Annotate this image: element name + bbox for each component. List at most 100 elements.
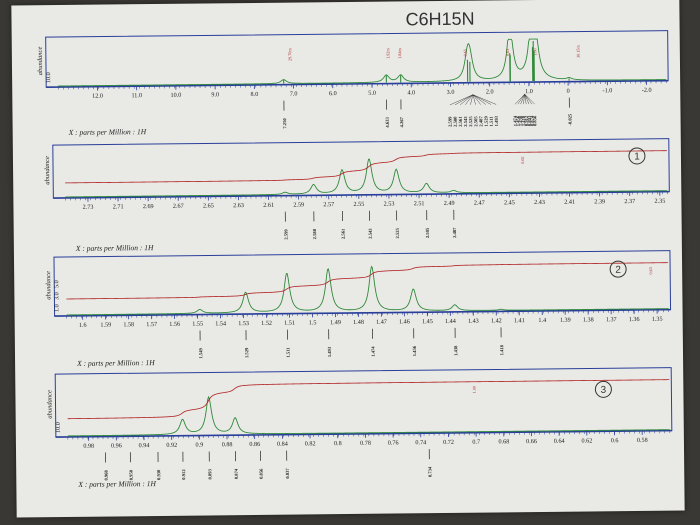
x-tick-label: -2.0	[642, 87, 652, 94]
peak-label: 0.837	[285, 468, 290, 479]
x-tick-label: 7.0	[290, 91, 298, 98]
peak-fan-line	[472, 94, 492, 105]
x-tick-label: 1.41	[514, 317, 525, 324]
peak-fan-line	[524, 94, 530, 105]
x-tick-label: 1.44	[445, 318, 456, 325]
x-tick-label: 1.49	[330, 319, 341, 326]
x-tick-label: 0.74	[415, 439, 426, 446]
peak-label: 2.487	[478, 116, 483, 127]
integral-curve	[66, 262, 669, 300]
x-tick-label: 2.41	[564, 199, 575, 206]
peak-label: 2.580	[453, 116, 458, 127]
x-tick-label: 2.63	[233, 202, 244, 209]
peak-fan-line	[524, 94, 532, 105]
peak-label: 4.633	[385, 117, 390, 128]
peak-label: 0.874	[234, 468, 239, 479]
peak-label: 0.930	[156, 469, 161, 480]
spectrum-panel-2: abundance 2.73 2.71 2.69 2.67 2.65 2.63 2.61 2.5…	[44, 138, 670, 253]
x-tick-label: 2.65	[203, 202, 214, 209]
x-tick-label: 2.51	[414, 200, 425, 207]
x-tick-label: 0.96	[111, 442, 122, 449]
x-tick-label: 0.78	[360, 440, 371, 447]
x-tick-label: 1.58	[123, 321, 134, 328]
peak-label: 0.912	[524, 115, 529, 126]
x-tick-label: 0.76	[388, 439, 399, 446]
y-axis-label: abundance	[46, 390, 53, 419]
x-tick-label: 3.0	[447, 89, 455, 96]
peak-fan-line	[517, 94, 525, 105]
peak-fan-line	[524, 94, 527, 105]
x-tick-label: 1.48	[353, 319, 364, 326]
x-tick-label: 10.0	[171, 92, 182, 99]
x-tick-label: 0.94	[139, 442, 150, 449]
peak-label: 1.493	[494, 115, 499, 126]
peak-label: 1.418	[521, 115, 526, 126]
x-tick-label: 1.55	[192, 321, 203, 328]
x-tick-label: 2.39	[594, 198, 605, 205]
peak-fan-line	[472, 94, 476, 105]
peak-fan-line	[520, 94, 525, 105]
peak-label: 2.561	[341, 228, 346, 239]
panel-marker-circle	[628, 147, 646, 165]
y-tick-label: 3.0	[53, 292, 60, 300]
x-tick-label: 1.42	[491, 317, 502, 324]
x-tick-label: 1.56	[169, 321, 180, 328]
x-tick-label: 4.0	[407, 89, 415, 96]
x-tick-label: 0.86	[249, 441, 260, 448]
x-tick-label: 0.8	[334, 440, 342, 447]
x-tick-label: 0.88	[222, 441, 233, 448]
peak-label: 1.511	[489, 116, 494, 127]
x-tick-label: 1.53	[238, 320, 249, 327]
x-tick-label: 2.71	[113, 203, 124, 210]
x-tick-label: 1.47	[376, 319, 387, 326]
peak-label: 1.474	[513, 115, 518, 126]
peak-label: 1.493	[327, 346, 332, 357]
x-tick-label: 1.51	[284, 320, 295, 327]
x-tick-label: 2.61	[263, 202, 274, 209]
x-tick-label: 9.0	[211, 91, 219, 98]
x-tick-label: 2.49	[444, 200, 455, 207]
x-tick-label: 2.57	[323, 201, 334, 208]
panel-marker-circle	[609, 260, 627, 278]
x-tick-label: 5.0	[368, 90, 376, 97]
y-axis-label: abundance	[44, 156, 51, 185]
peak-fan-line	[449, 94, 473, 106]
peak-fan-line	[523, 94, 525, 105]
x-tick-label: 2.55	[353, 201, 364, 208]
peak-fan-line	[470, 94, 474, 105]
x-tick-label: 1.5	[309, 319, 317, 326]
x-tick-label: 2.67	[173, 203, 184, 210]
spectrum-trace	[67, 395, 670, 437]
peak-label: 1.529	[244, 347, 249, 358]
peak-fan-line	[472, 94, 497, 105]
x-tick-label: 2.59	[293, 201, 304, 208]
x-tick-label: 1.6	[79, 322, 87, 329]
x-tick-label: 2.69	[143, 203, 154, 210]
peak-label: 0.893	[527, 115, 532, 126]
panel-marker-number: 2	[615, 265, 621, 276]
x-tick-label: 12.0	[92, 93, 103, 100]
x-tick-label: 6.0	[329, 90, 337, 97]
x-tick-label: 1.45	[422, 318, 433, 325]
spectrum-trace	[58, 38, 667, 87]
peak-label: 0.968	[104, 469, 109, 480]
peak-label: 0.893	[207, 468, 212, 479]
spectrum-trace	[65, 158, 668, 198]
peak-label: 7.250	[282, 118, 287, 129]
peak-label: 1.438	[453, 345, 458, 356]
peak-label: 0.856	[259, 468, 264, 479]
integral-label: 0.63	[505, 49, 510, 56]
x-tick-label: 1.0	[525, 88, 533, 95]
peak-label: 4.267	[399, 116, 404, 127]
x-tick-label: 0.98	[83, 443, 94, 450]
y-tick-label: 10.0	[55, 422, 62, 433]
peak-fan-line	[465, 94, 474, 105]
x-tick-label: 0.68	[498, 438, 509, 445]
peak-label: 0.950	[128, 469, 133, 480]
x-axis-label: X : parts per Million : 1H	[77, 479, 156, 489]
peak-label: 2.543	[368, 228, 373, 239]
peak-label: 2.525	[395, 227, 400, 238]
